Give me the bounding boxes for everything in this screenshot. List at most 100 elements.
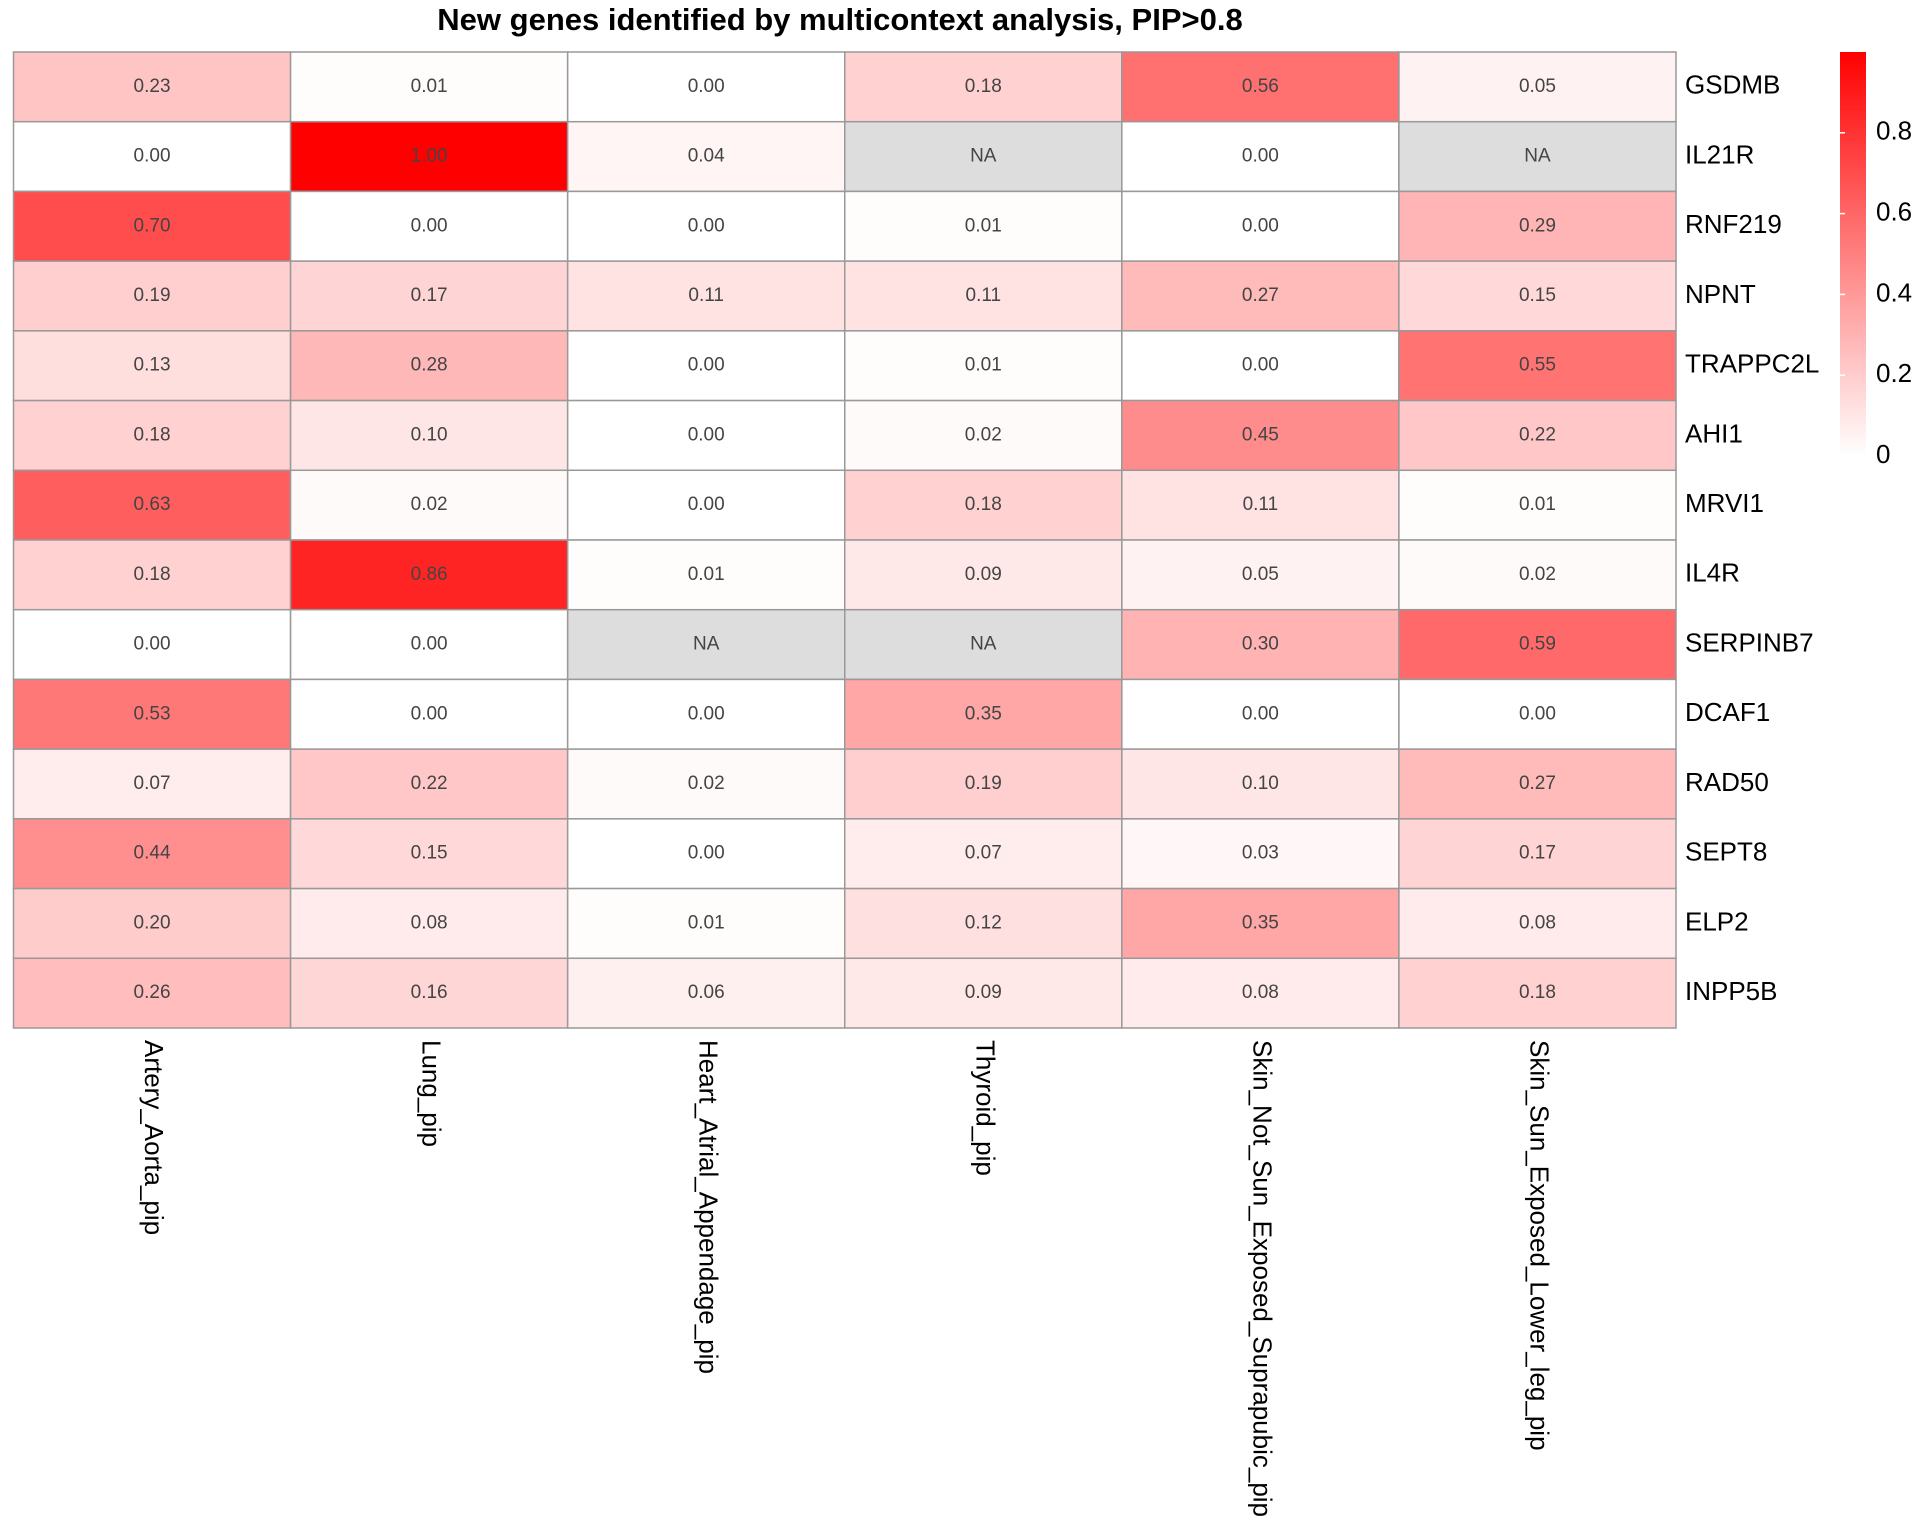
row-label: TRAPPC2L: [1685, 349, 1819, 379]
colorbar-tick-label: 0.4: [1876, 277, 1912, 307]
heatmap-cell: [1398, 51, 1677, 123]
cell-label: 0.15: [1519, 285, 1556, 306]
cell-label: 0.12: [965, 912, 1002, 933]
cell-label: 0.01: [411, 76, 448, 97]
heatmap-cell: [289, 608, 569, 681]
row-label: AHI1: [1685, 418, 1743, 448]
cell-label: 0.09: [965, 982, 1002, 1003]
cell-label: 0.26: [134, 982, 171, 1003]
cell-label: 0.11: [966, 285, 1002, 306]
cell-label: 0.11: [1243, 494, 1279, 515]
cell-label: 0.00: [688, 355, 725, 376]
heatmap-cell: [12, 330, 292, 402]
heatmap-cell: [12, 957, 292, 1029]
cell-label: 0.08: [1519, 912, 1556, 933]
heatmap-cell: [566, 330, 846, 402]
cell-label: 0.53: [134, 703, 171, 724]
row-label: NPNT: [1685, 279, 1756, 309]
heatmap-cell: [289, 818, 569, 890]
cell-label: 0.18: [134, 564, 171, 585]
heatmap-cell: [289, 678, 569, 750]
column-label: Artery_Aorta_pip: [139, 1040, 169, 1235]
cell-label: 0.22: [411, 773, 448, 794]
cell-label: 0.01: [688, 564, 725, 585]
heatmap-cell: [1121, 51, 1400, 123]
heatmap-cell: [566, 539, 846, 611]
cell-label: 0.00: [411, 215, 448, 236]
heatmap-cell: [12, 190, 292, 262]
heatmap-cell: [289, 469, 569, 541]
cell-label: 0.28: [411, 355, 448, 376]
cell-label: 0.00: [134, 634, 171, 655]
cell-label: 0.20: [134, 912, 171, 933]
cell-label: 0.27: [1242, 285, 1279, 306]
row-label: IL21R: [1685, 139, 1754, 169]
cell-label: 0.00: [688, 424, 725, 445]
cell-label: 0.19: [134, 285, 171, 306]
cell-label: 0.63: [134, 494, 171, 515]
column-label: Heart_Atrial_Appendage_pip: [693, 1040, 723, 1374]
heatmap-cell: [1398, 818, 1677, 890]
cell-label: 0.00: [688, 215, 725, 236]
heatmap-cell: [844, 120, 1123, 193]
cell-label: 0.10: [411, 424, 448, 445]
row-label: DCAF1: [1685, 697, 1770, 727]
heatmap-cell: [566, 818, 846, 890]
row-label: ELP2: [1685, 906, 1749, 936]
cell-label: 0.02: [688, 773, 725, 794]
cell-label: 0.09: [965, 564, 1002, 585]
cell-label: 0.19: [965, 773, 1002, 794]
row-label: GSDMB: [1685, 70, 1780, 100]
cell-label: 0.35: [1242, 912, 1279, 933]
heatmap-cell: [12, 818, 292, 890]
cell-label: 0.18: [1519, 982, 1556, 1003]
cell-label: 0.00: [688, 843, 725, 864]
cell-label: 0.02: [1519, 564, 1556, 585]
heatmap-cell: [1121, 608, 1400, 681]
heatmap-cell: [1121, 678, 1400, 750]
heatmap-cell: [844, 51, 1123, 123]
cell-label: 0.05: [1242, 564, 1279, 585]
cell-label: 0.17: [1519, 843, 1556, 864]
heatmap-cell: [12, 469, 292, 541]
cell-label: 0.01: [965, 355, 1002, 376]
cell-label: 0.01: [965, 215, 1002, 236]
heatmap-cell: [1398, 190, 1677, 262]
cell-label: 0.00: [411, 634, 448, 655]
cell-label: 0.55: [1519, 355, 1556, 376]
row-label: SERPINB7: [1685, 627, 1814, 657]
cell-label: 0.05: [1519, 76, 1556, 97]
heatmap-cell: [566, 469, 846, 541]
cell-label: 0.01: [688, 912, 725, 933]
heatmap-cell: [1121, 399, 1400, 472]
cell-label: 0.00: [1242, 703, 1279, 724]
row-label: RAD50: [1685, 767, 1769, 797]
cell-label: 0.07: [134, 773, 171, 794]
cell-label: 0.35: [965, 703, 1002, 724]
cell-label: 1.00: [411, 146, 448, 167]
cell-label: 0.59: [1519, 634, 1556, 655]
heatmap-cell: [566, 608, 846, 681]
heatmap-cell: [566, 957, 846, 1029]
cell-label: 0.18: [965, 494, 1002, 515]
cell-label: NA: [693, 634, 720, 655]
cell-label: NA: [1524, 146, 1551, 167]
cell-label: 0.13: [134, 355, 171, 376]
cell-label: 0.00: [134, 146, 171, 167]
cell-label: 0.00: [688, 494, 725, 515]
heatmap-cell: [1398, 399, 1677, 472]
heatmap-cell: [844, 190, 1123, 262]
heatmap-cell: [1121, 539, 1400, 611]
heatmap-cell: [12, 678, 292, 750]
heatmap-cell: [289, 190, 569, 262]
colorbar-tick-label: 0.2: [1876, 358, 1912, 388]
heatmap-cell: [1398, 748, 1677, 820]
heatmap-cell: [12, 260, 292, 332]
cell-label: 0.00: [411, 703, 448, 724]
cell-label: 0.00: [1242, 355, 1279, 376]
row-label: INPP5B: [1685, 976, 1778, 1006]
cell-label: 0.16: [411, 982, 448, 1003]
heatmap-cell: [12, 608, 292, 681]
heatmap-cell: [1121, 260, 1400, 332]
